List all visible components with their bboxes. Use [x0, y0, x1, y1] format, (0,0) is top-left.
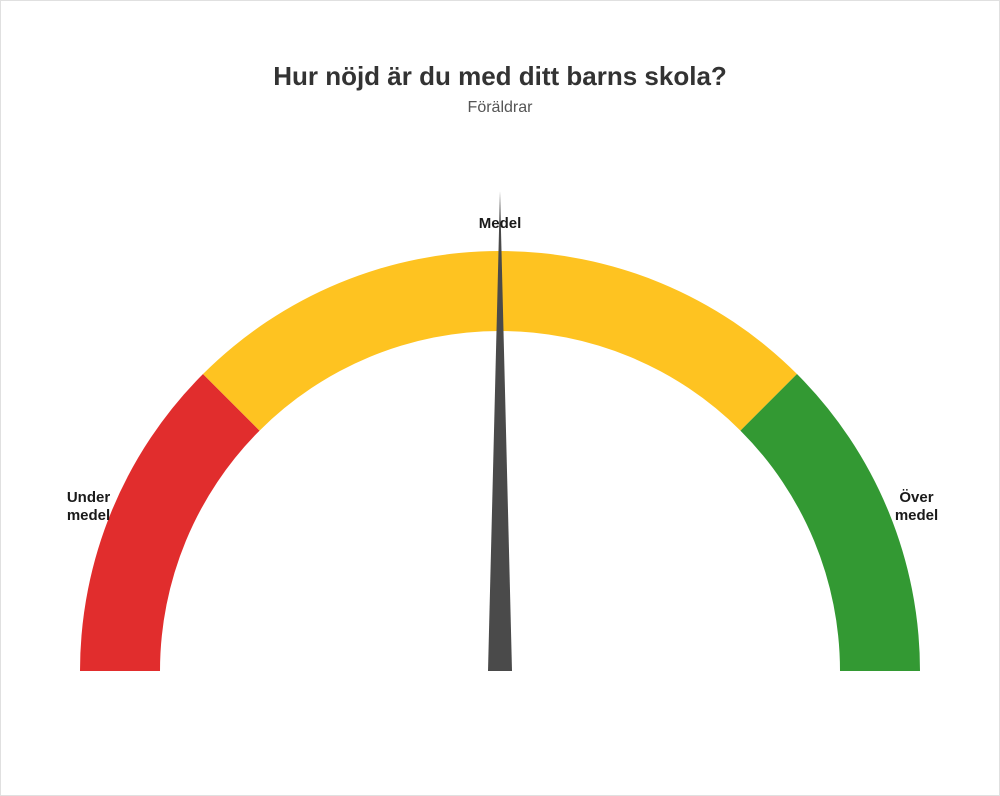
gauge: Under medel Medel Över medel — [50, 151, 950, 711]
gauge-svg — [50, 151, 950, 711]
label-over-medel-l1: Över — [899, 489, 933, 506]
chart-title: Hur nöjd är du med ditt barns skola? — [1, 61, 999, 92]
label-over-medel: Över medel — [877, 489, 957, 527]
label-over-medel-l2: medel — [895, 507, 938, 524]
label-medel: Medel — [460, 215, 540, 234]
label-under-medel-l1: Under — [67, 489, 110, 506]
label-under-medel-l2: medel — [67, 507, 110, 524]
chart-subtitle: Föräldrar — [1, 99, 999, 117]
label-under-medel: Under medel — [49, 489, 129, 527]
chart-container: Hur nöjd är du med ditt barns skola? För… — [0, 0, 1000, 796]
